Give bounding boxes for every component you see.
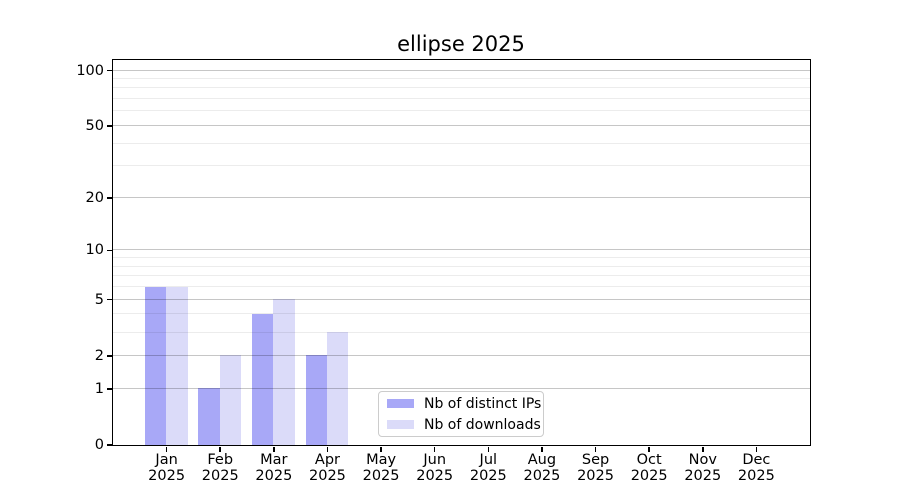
y-tick-label: 0 bbox=[94, 437, 104, 453]
gridline-major bbox=[112, 249, 810, 251]
legend-swatch-distinct-ips bbox=[387, 399, 414, 408]
x-tick-label-dec: Dec 2025 bbox=[737, 452, 775, 484]
bar-nb-of-downloads-jan bbox=[166, 286, 188, 445]
gridline-minor bbox=[112, 87, 810, 89]
y-tick-label: 100 bbox=[76, 62, 104, 79]
x-tick-label-jun: Jun 2025 bbox=[416, 452, 454, 484]
x-tick-label-aug: Aug 2025 bbox=[523, 452, 561, 484]
gridline-major bbox=[112, 124, 810, 126]
y-tick-mark bbox=[106, 388, 112, 390]
y-tick-mark bbox=[106, 249, 112, 252]
bar-nb-of-distinct-ips-feb bbox=[198, 388, 220, 445]
gridline-minor bbox=[112, 77, 810, 79]
x-tick-label-nov: Nov 2025 bbox=[684, 452, 722, 484]
y-tick-label: 2 bbox=[94, 347, 104, 364]
y-tick-mark bbox=[106, 444, 112, 446]
gridline-major bbox=[112, 69, 810, 71]
y-tick-mark bbox=[106, 125, 112, 127]
gridline-minor bbox=[112, 257, 810, 259]
gridline-major bbox=[112, 298, 810, 300]
gridline-minor bbox=[112, 98, 810, 100]
x-tick-label-sep: Sep 2025 bbox=[577, 452, 614, 484]
gridline-major bbox=[112, 387, 810, 389]
y-tick-label: 5 bbox=[94, 291, 104, 308]
x-tick-label-jan: Jan 2025 bbox=[148, 452, 186, 484]
legend-item-downloads: Nb of downloads bbox=[387, 416, 543, 434]
x-tick-mark bbox=[326, 446, 329, 452]
legend: Nb of distinct IPs Nb of downloads bbox=[378, 391, 544, 437]
x-tick-mark bbox=[702, 446, 704, 452]
gridline-minor bbox=[112, 313, 810, 315]
bar-nb-of-distinct-ips-mar bbox=[251, 313, 274, 445]
gridline-minor bbox=[112, 331, 810, 333]
x-tick-label-may: May 2025 bbox=[362, 452, 400, 484]
x-tick-label-oct: Oct 2025 bbox=[630, 452, 668, 484]
bar-nb-of-distinct-ips-apr bbox=[305, 355, 327, 445]
y-tick-mark bbox=[106, 355, 112, 357]
bar-nb-of-downloads-feb bbox=[219, 355, 242, 445]
plot-area bbox=[111, 58, 811, 446]
gridline-major bbox=[112, 354, 810, 356]
legend-label-distinct-ips: Nb of distinct IPs bbox=[424, 395, 542, 412]
bar-nb-of-downloads-apr bbox=[326, 332, 349, 445]
y-tick-mark bbox=[106, 197, 112, 199]
x-tick-mark bbox=[380, 446, 382, 452]
legend-item-distinct-ips: Nb of distinct IPs bbox=[387, 395, 543, 413]
x-tick-mark bbox=[541, 446, 543, 452]
gridline-minor bbox=[112, 286, 810, 288]
gridline-minor bbox=[112, 265, 810, 267]
x-tick-mark bbox=[487, 446, 490, 452]
x-tick-mark bbox=[165, 446, 168, 452]
gridline-minor bbox=[112, 165, 810, 167]
x-tick-label-feb: Feb 2025 bbox=[201, 452, 239, 484]
y-tick-label: 50 bbox=[85, 117, 104, 134]
gridline-minor bbox=[112, 142, 810, 144]
x-tick-label-apr: Apr 2025 bbox=[309, 452, 346, 484]
bar-nb-of-downloads-mar bbox=[273, 299, 295, 445]
legend-label-downloads: Nb of downloads bbox=[424, 416, 541, 433]
legend-swatch-downloads bbox=[387, 420, 414, 429]
gridline-minor bbox=[112, 275, 810, 277]
x-tick-label-mar: Mar 2025 bbox=[255, 452, 293, 484]
x-tick-mark bbox=[755, 446, 758, 452]
y-tick-label: 20 bbox=[85, 189, 104, 206]
bar-nb-of-distinct-ips-jan bbox=[144, 286, 167, 445]
y-tick-mark bbox=[106, 69, 112, 72]
gridline-major bbox=[112, 196, 810, 198]
y-tick-mark bbox=[106, 298, 112, 301]
x-tick-mark bbox=[273, 446, 275, 452]
chart-title: ellipse 2025 bbox=[397, 32, 525, 56]
x-tick-mark bbox=[648, 446, 650, 452]
x-tick-mark bbox=[594, 446, 597, 452]
y-tick-label: 1 bbox=[94, 380, 104, 397]
gridline-minor bbox=[112, 110, 810, 112]
y-tick-label: 10 bbox=[85, 242, 104, 259]
x-tick-mark bbox=[433, 446, 436, 452]
x-tick-label-jul: Jul 2025 bbox=[469, 452, 507, 484]
x-tick-mark bbox=[219, 446, 221, 452]
